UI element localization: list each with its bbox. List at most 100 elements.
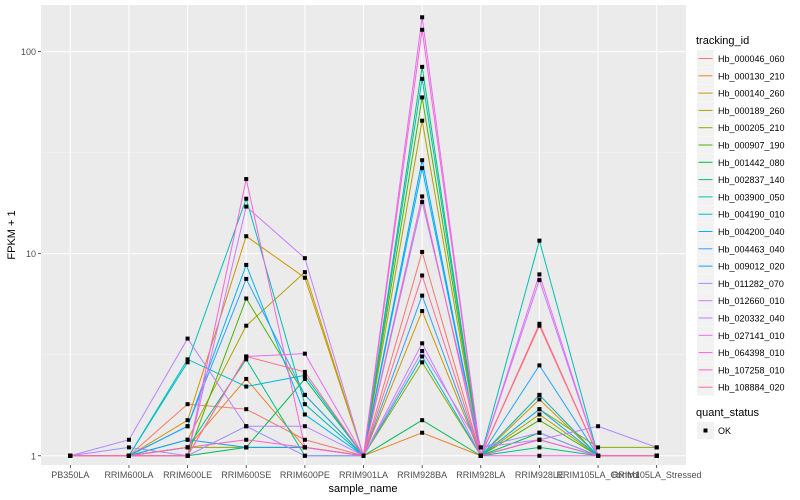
legend-label: Hb_020332_040 (718, 314, 785, 324)
data-point (185, 424, 190, 429)
x-tick-label: RRIM600PE (280, 470, 330, 480)
data-point (244, 437, 249, 442)
data-point (596, 453, 601, 458)
quant-status-legend-title: quant_status (696, 407, 759, 419)
data-point (68, 453, 73, 458)
data-point (244, 262, 249, 267)
data-point (596, 424, 601, 429)
data-point (478, 453, 483, 458)
data-point (420, 200, 425, 205)
data-point (302, 270, 307, 275)
data-point (420, 27, 425, 32)
data-point (420, 273, 425, 278)
data-point (420, 166, 425, 171)
data-point (302, 275, 307, 280)
legend-label: Hb_002837_140 (718, 175, 785, 185)
legend-label: Hb_004190_010 (718, 210, 785, 220)
data-point (537, 418, 542, 423)
data-point (654, 445, 659, 450)
data-point (126, 453, 131, 458)
y-tick-label: 100 (21, 47, 36, 57)
data-point (302, 351, 307, 356)
data-point (420, 430, 425, 435)
data-point (185, 453, 190, 458)
quant-status-legend-marker (703, 428, 708, 433)
y-tick-label: 1 (31, 451, 36, 461)
data-point (537, 272, 542, 277)
data-point (537, 453, 542, 458)
data-point (302, 437, 307, 442)
x-tick-label: RRIM600LE (163, 470, 212, 480)
legend-label: Hb_064398_010 (718, 348, 785, 358)
legend-label: Hb_000046_060 (718, 54, 785, 64)
data-point (596, 445, 601, 450)
data-point (185, 360, 190, 365)
legend-label: Hb_000205_210 (718, 123, 785, 133)
x-axis-title: sample_name (328, 483, 397, 495)
legend-label: Hb_027141_010 (718, 331, 785, 341)
data-point (302, 424, 307, 429)
data-point (185, 445, 190, 450)
legend-label: Hb_004200_040 (718, 227, 785, 237)
x-tick-label: RRIM928LA (456, 470, 505, 480)
data-point (537, 412, 542, 417)
data-point (244, 407, 249, 412)
data-point (537, 430, 542, 435)
data-point (244, 354, 249, 359)
x-tick-label: RRIM105LA_Control (557, 470, 640, 480)
legend-items: Hb_000046_060 Hb_000130_210 Hb_000140_260 H… (697, 50, 785, 396)
y-tick-label: 10 (26, 249, 36, 259)
data-point (302, 392, 307, 397)
x-tick-label: RRIM600SE (221, 470, 271, 480)
data-point (302, 369, 307, 374)
data-point (244, 445, 249, 450)
data-point (302, 376, 307, 381)
data-point (420, 158, 425, 163)
data-point (126, 437, 131, 442)
legend-label: Hb_000140_260 (718, 89, 785, 99)
data-point (420, 118, 425, 123)
data-point (126, 445, 131, 450)
data-point (244, 357, 249, 362)
data-point (537, 392, 542, 397)
data-point (537, 363, 542, 368)
data-point (537, 445, 542, 450)
x-tick-label: RRIM901LA (339, 470, 388, 480)
legend: tracking_id Hb_000046_060Hb_000130_210Hb… (696, 35, 785, 439)
data-point (420, 341, 425, 346)
data-point (420, 309, 425, 314)
data-point (420, 293, 425, 298)
y-axis-title: FPKM + 1 (6, 210, 18, 259)
x-tick-label: RRIM928LE (515, 470, 564, 480)
legend-label: Hb_000130_210 (718, 71, 785, 81)
legend-label: Hb_001442_080 (718, 158, 785, 168)
quant-status-legend-label: OK (718, 426, 731, 436)
data-point (185, 402, 190, 407)
data-point (185, 336, 190, 341)
data-point (185, 357, 190, 362)
legend-title: tracking_id (696, 35, 749, 47)
data-point (244, 177, 249, 182)
data-point (537, 278, 542, 283)
legend-label: Hb_004463_040 (718, 244, 785, 254)
data-point (302, 402, 307, 407)
data-point (302, 453, 307, 458)
legend-label: Hb_011282_070 (718, 279, 784, 289)
x-tick-label: PB350LA (51, 470, 89, 480)
legend-label: Hb_000189_260 (718, 106, 785, 116)
x-tick-label: RRIM105LA_Stressed (612, 470, 702, 480)
data-point (420, 64, 425, 69)
data-point (244, 384, 249, 389)
legend-label: Hb_107258_010 (718, 365, 785, 375)
legend-label: Hb_000907_190 (718, 141, 785, 151)
data-point (537, 397, 542, 402)
x-tick-label: RRIM928BA (397, 470, 447, 480)
data-point (244, 196, 249, 201)
series-points (68, 15, 659, 458)
data-point (537, 407, 542, 412)
data-point (420, 15, 425, 20)
data-point (537, 437, 542, 442)
data-point (478, 445, 483, 450)
data-point (302, 256, 307, 261)
data-point (244, 276, 249, 281)
